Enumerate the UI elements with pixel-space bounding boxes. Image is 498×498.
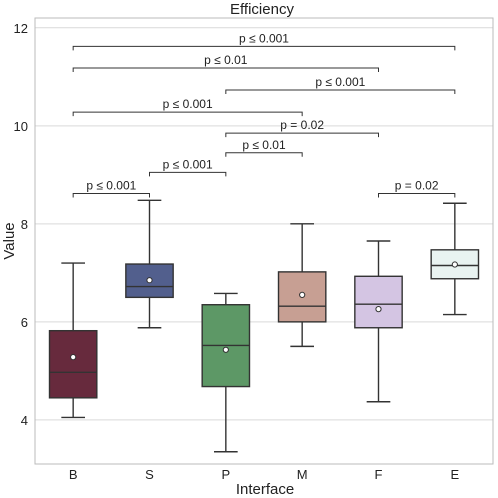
- significance-bracket: p = 0.02: [378, 178, 456, 198]
- bracket-line: [225, 89, 456, 95]
- box-B: [48, 262, 98, 419]
- box-S: [125, 199, 174, 329]
- y-tick-label: 10: [14, 119, 28, 134]
- mean-marker: [70, 354, 77, 361]
- iqr-box: [48, 329, 98, 399]
- significance-label: p ≤ 0.01: [204, 53, 248, 67]
- iqr-box: [354, 275, 403, 329]
- mean-marker: [375, 306, 382, 313]
- significance-bracket: p ≤ 0.001: [149, 157, 227, 177]
- bracket-line: [72, 111, 303, 117]
- significance-label: p = 0.02: [395, 178, 439, 192]
- chart-title: Efficiency: [230, 1, 294, 18]
- significance-bracket: p ≤ 0.01: [72, 53, 379, 72]
- box-F: [354, 240, 403, 403]
- significance-bracket: p ≤ 0.001: [72, 178, 150, 198]
- y-axis-label: Value: [1, 222, 18, 259]
- bracket-line: [378, 192, 456, 198]
- iqr-box: [277, 271, 327, 323]
- mean-marker: [222, 346, 229, 353]
- box-E: [430, 202, 480, 316]
- bracket-line: [225, 152, 303, 157]
- box-P: [201, 292, 251, 453]
- significance-label: p = 0.02: [280, 118, 324, 132]
- bracket-line: [72, 45, 456, 51]
- mean-marker: [146, 277, 153, 284]
- y-tick-label: 12: [14, 21, 28, 36]
- y-tick-label: 4: [21, 413, 28, 428]
- significance-label: p ≤ 0.001: [315, 75, 365, 89]
- significance-bracket: p ≤ 0.01: [225, 138, 303, 157]
- bracket-line: [149, 171, 227, 177]
- significance-label: p ≤ 0.01: [242, 138, 286, 152]
- x-tick-label: F: [375, 467, 383, 482]
- bracket-line: [72, 67, 379, 72]
- significance-bracket: p ≤ 0.001: [72, 31, 456, 51]
- significance-label: p ≤ 0.001: [163, 97, 213, 111]
- bracket-line: [225, 132, 379, 138]
- significance-label: p ≤ 0.001: [163, 157, 213, 171]
- x-axis-label: Interface: [236, 481, 294, 498]
- y-tick-label: 8: [21, 217, 28, 232]
- significance-bracket: p ≤ 0.001: [72, 97, 303, 117]
- x-tick-label: M: [297, 467, 308, 482]
- x-tick-label: E: [450, 467, 459, 482]
- y-tick-label: 6: [21, 315, 28, 330]
- significance-bracket: p = 0.02: [225, 118, 379, 138]
- significance-label: p ≤ 0.001: [239, 31, 289, 45]
- x-tick-label: S: [145, 467, 154, 482]
- x-tick-label: P: [221, 467, 230, 482]
- bracket-line: [72, 192, 150, 198]
- mean-marker: [299, 291, 306, 299]
- box-M: [277, 223, 327, 348]
- mean-marker: [451, 261, 458, 268]
- plot-frame: [34, 17, 494, 465]
- significance-label: p ≤ 0.001: [86, 178, 136, 192]
- x-tick-label: B: [69, 467, 78, 482]
- significance-bracket: p ≤ 0.001: [225, 75, 456, 95]
